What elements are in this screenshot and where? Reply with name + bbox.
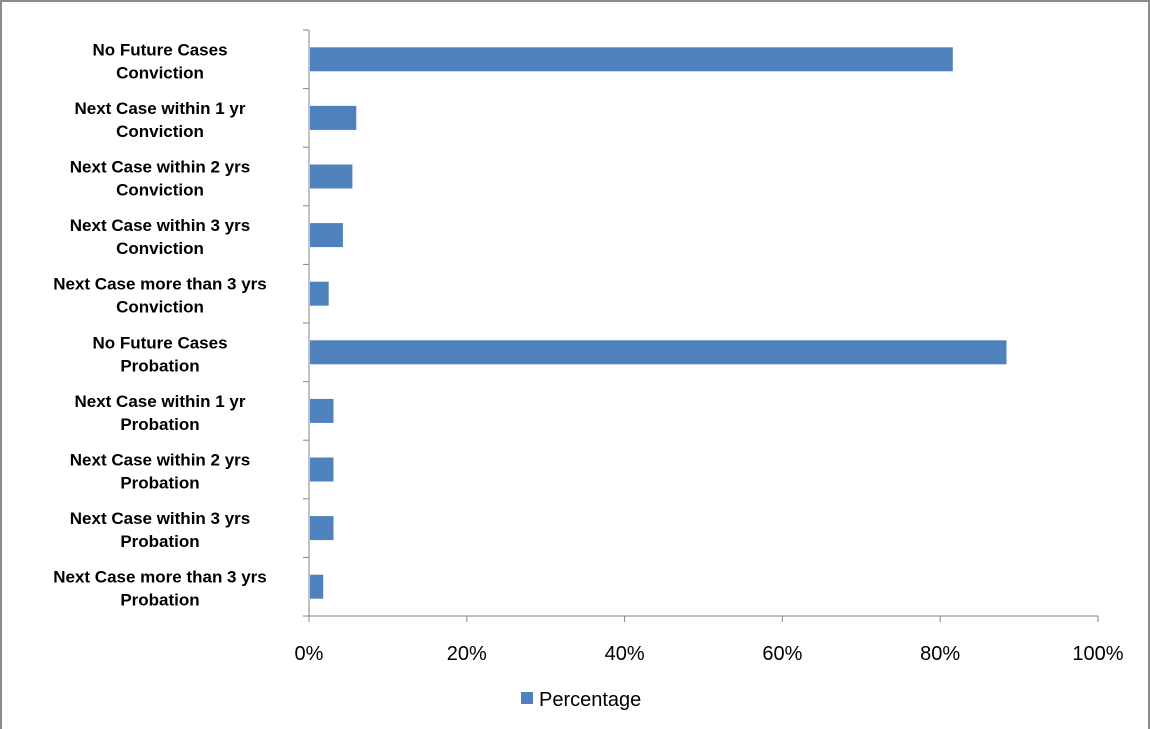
- x-tick-label: 100%: [1072, 643, 1123, 665]
- bar: [310, 398, 334, 423]
- category-label: No Future Cases Conviction: [92, 40, 227, 82]
- category-label: Next Case within 3 yrs Conviction: [70, 216, 250, 258]
- bar: [310, 516, 334, 541]
- bar: [310, 223, 343, 248]
- category-label: Next Case within 2 yrs Conviction: [70, 158, 250, 200]
- x-tick-label: 60%: [762, 643, 802, 665]
- bar: [310, 457, 334, 482]
- x-tick-label: 80%: [920, 643, 960, 665]
- bar: [310, 164, 353, 189]
- category-label: Next Case within 1 yr Probation: [74, 392, 245, 434]
- bar: [310, 340, 1007, 365]
- legend-label: Percentage: [539, 689, 641, 711]
- category-label: Next Case more than 3 yrs Probation: [53, 568, 267, 610]
- x-tick-label: 0%: [295, 643, 324, 665]
- bar: [310, 574, 324, 599]
- category-label: Next Case more than 3 yrs Conviction: [53, 275, 267, 317]
- category-label: Next Case within 1 yr Conviction: [74, 99, 245, 141]
- x-tick-label: 20%: [447, 643, 487, 665]
- x-tick-label: 40%: [605, 643, 645, 665]
- bar: [310, 105, 357, 130]
- legend-swatch: [521, 692, 533, 704]
- category-label: No Future Cases Probation: [92, 333, 227, 375]
- category-label: Next Case within 2 yrs Probation: [70, 451, 250, 493]
- bar: [310, 47, 953, 72]
- bar: [310, 281, 329, 306]
- category-label: Next Case within 3 yrs Probation: [70, 509, 250, 551]
